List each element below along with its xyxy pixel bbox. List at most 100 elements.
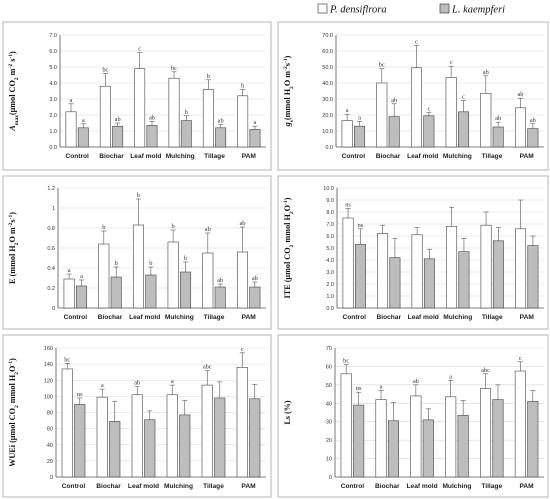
significance-letter: ab (205, 226, 211, 233)
category-label: Tillage (203, 483, 224, 490)
bar-ls-s1-1 (387, 420, 399, 478)
panel-e: 0 0.2 0.4 0.6 0.8 1 1.2 E (mmol H2O m-2s-1) a a Co… (2, 175, 272, 330)
category-label: Control (342, 153, 366, 160)
category-label: Tillage (204, 153, 225, 160)
bar-e-s0-4 (202, 252, 214, 309)
y-axis-label-part: 2 (14, 372, 20, 375)
y-axis-label-part: g (283, 122, 292, 127)
y-axis-label: ITE (μmol CO2 mmol H2O-1) (283, 197, 295, 298)
category-label: Leaf mold (129, 314, 160, 321)
bar-ite-s0-4 (480, 224, 492, 309)
bar-wuei-s0-2 (131, 394, 143, 478)
y-axis-label-part: 2 (289, 86, 295, 89)
y-tick-label: 1.0 (326, 294, 334, 300)
significance-letter: c (427, 106, 430, 113)
category-label: PAM (520, 153, 535, 160)
y-axis-label-part: 2 (289, 211, 295, 214)
category-label: Mulching (166, 153, 195, 160)
y-tick-label: 140 (44, 362, 53, 368)
significance-letter: c (138, 46, 141, 53)
y-tick-label: 10.0 (322, 129, 333, 135)
y-tick-label: 6.0 (326, 234, 334, 240)
significance-letter: ab (115, 116, 121, 123)
bar-wuei-s0-0 (61, 368, 73, 478)
bar-e-s1-3 (180, 271, 192, 309)
y-tick-label: 1.2 (47, 186, 55, 192)
y-tick-label: 0.2 (47, 286, 55, 292)
significance-letter: a (254, 119, 257, 126)
y-axis-label-part: O m (283, 71, 292, 86)
legend-swatch-0 (317, 3, 328, 14)
bar-wuei-s1-3 (179, 414, 191, 478)
significance-letter: ab (517, 91, 523, 98)
bar-ite-s1-2 (423, 258, 435, 309)
bar-wuei-s1-1 (109, 421, 121, 478)
significance-letter: abc (481, 367, 490, 374)
bar-gs-s1-5 (527, 128, 539, 148)
y-axis-label-part: s (8, 59, 17, 64)
bar-ite-s1-5 (527, 245, 539, 309)
bar-ls-s1-0 (353, 404, 365, 478)
y-axis-label-part: -2 (8, 64, 14, 69)
y-tick-label: 70.0 (322, 33, 333, 39)
bar-gs-s1-3 (458, 111, 470, 148)
bar-gs-s0-2 (410, 67, 422, 148)
y-tick-label: 40 (326, 401, 332, 407)
category-label: Mulching (442, 483, 471, 490)
bar-e-s1-4 (214, 286, 226, 309)
bar-wuei-s0-1 (96, 396, 108, 478)
bar-gs-s0-4 (480, 93, 492, 148)
bar-e-s0-3 (167, 241, 179, 309)
bar-wuei-s0-4 (201, 384, 213, 478)
bar-ite-s1-4 (492, 240, 504, 309)
y-axis-label-part: 2 (289, 244, 295, 247)
y-axis-label-part: s (289, 119, 295, 122)
significance-letter: ab (413, 378, 419, 385)
bar-amax-s0-0 (65, 111, 77, 148)
y-axis-label-part: 2 (14, 242, 20, 245)
bar-e-s0-0 (63, 278, 75, 309)
category-label: Control (62, 483, 86, 490)
y-axis-label-part: -2 (8, 222, 14, 227)
bar-amax-s1-0 (77, 127, 89, 148)
bar-e-s1-1 (110, 276, 122, 309)
category-label: Tillage (482, 314, 503, 321)
significance-letter: b (185, 109, 188, 116)
y-tick-label: 4.0 (49, 81, 57, 87)
bar-amax-s1-5 (249, 129, 261, 148)
significance-letter: b (172, 223, 175, 230)
y-axis-label-part: Ls (%) (283, 400, 292, 425)
y-axis-label-part: max (14, 115, 20, 125)
y-tick-label: 0.0 (326, 306, 334, 312)
legend-label-1: L. kaempferi (451, 5, 505, 16)
y-tick-label: 60.0 (322, 49, 333, 55)
y-tick-label: 30.0 (322, 97, 333, 103)
category-label: PAM (241, 483, 256, 490)
y-axis-label: Ls (%) (283, 400, 292, 425)
significance-letter: c (241, 346, 244, 353)
y-axis-label: gs(mmol H2O m-2s-1) (283, 55, 295, 127)
significance-letter: b (115, 260, 118, 267)
category-label: Control (343, 314, 367, 321)
bar-e-s1-5 (249, 286, 261, 309)
significance-letter: ns (358, 222, 364, 229)
y-axis-label-part: s (8, 219, 17, 222)
y-tick-label: 60 (326, 364, 332, 370)
category-label: Mulching (443, 153, 472, 160)
category-label: Biochar (376, 314, 401, 321)
y-axis-label-part: s (283, 63, 292, 66)
y-tick-label: 0.0 (325, 145, 333, 151)
significance-letter: a (358, 114, 361, 121)
y-axis-label-part: ) (8, 358, 17, 361)
bar-ite-s1-1 (389, 257, 401, 309)
bar-amax-s0-5 (237, 95, 249, 148)
y-axis-label-part: 2 (14, 77, 20, 80)
bar-ls-s1-3 (457, 414, 469, 478)
category-label: Biochar (99, 153, 124, 160)
y-tick-label: 0 (50, 475, 53, 481)
significance-letter: c (462, 94, 465, 101)
y-tick-label: 0 (52, 306, 55, 312)
bar-wuei-s1-2 (144, 419, 156, 478)
bar-ite-s0-5 (515, 228, 527, 309)
bar-gs-s1-1 (388, 116, 400, 148)
